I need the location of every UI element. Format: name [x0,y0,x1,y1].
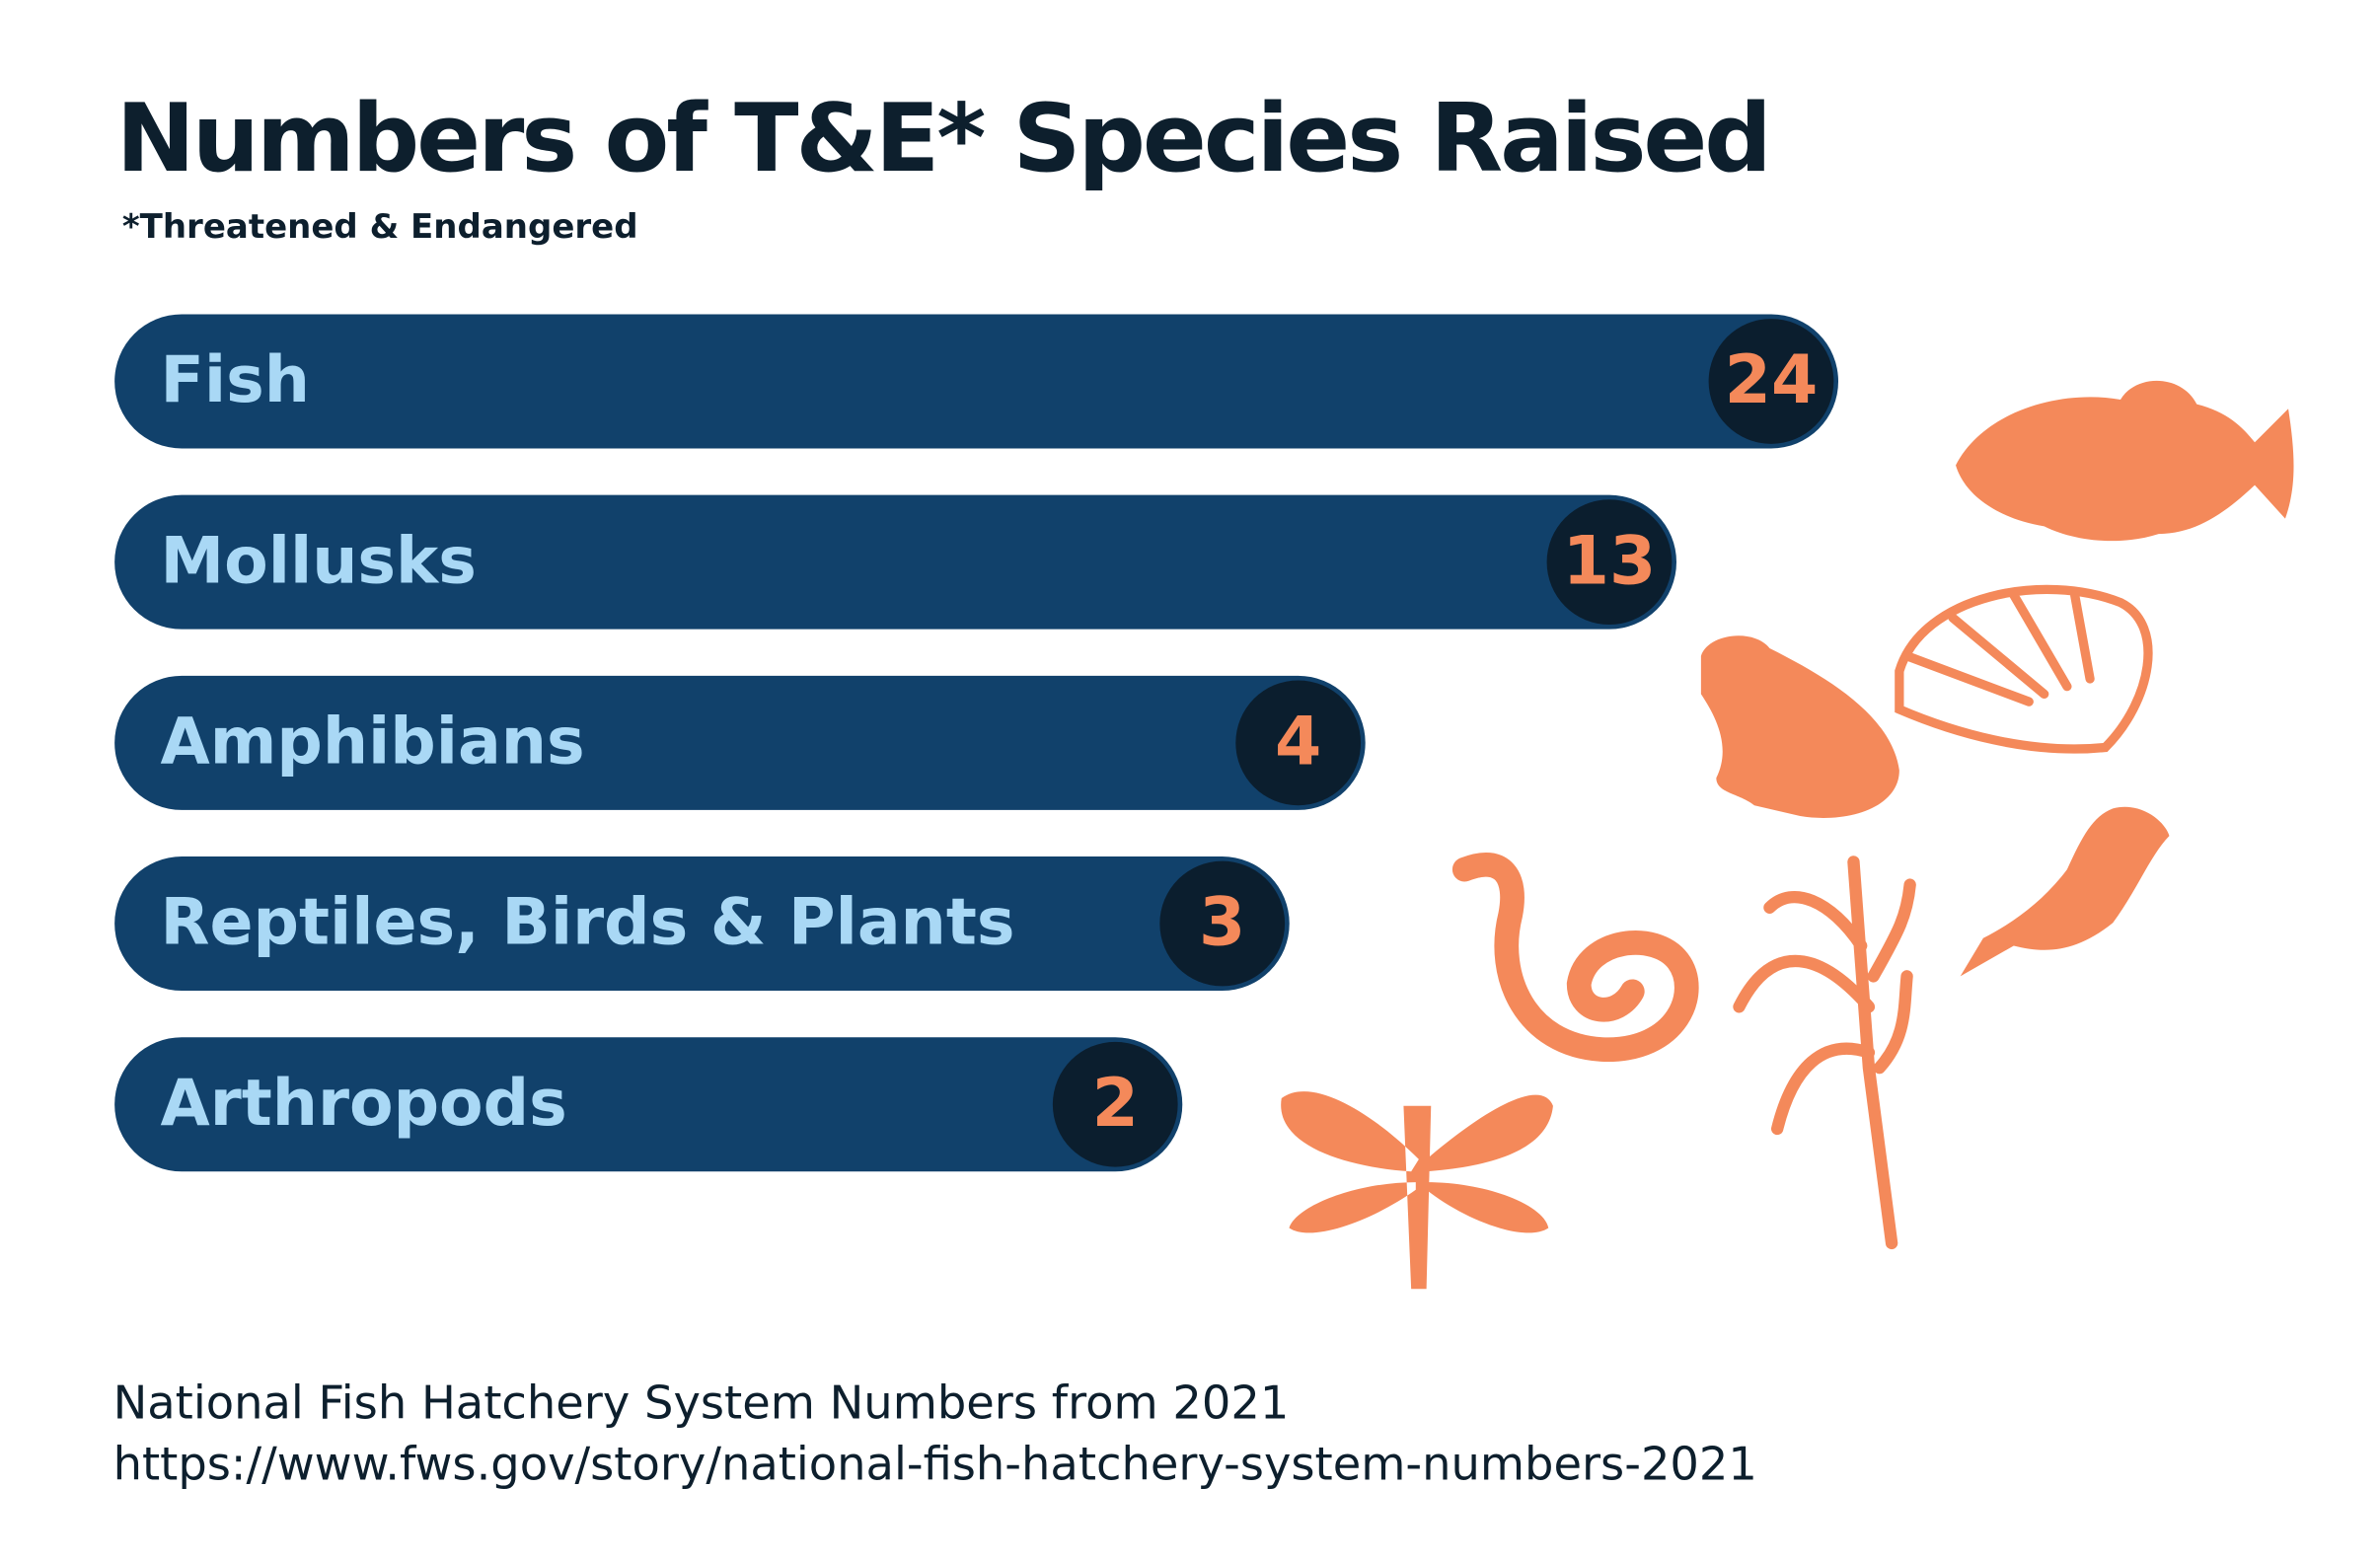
value-badge [1159,860,1286,987]
category-label: Mollusks [161,524,477,598]
frog-icon [1700,635,1899,818]
chart-subtitle: *Threatened & Endangered [122,207,638,247]
value-label: 4 [1275,703,1321,781]
value-badge [1708,319,1834,444]
decorations [1281,380,2294,1290]
value-badge [1546,499,1673,626]
bird-icon [1960,806,2170,977]
value-label: 13 [1563,522,1657,600]
snake-icon [1451,853,1699,1062]
fish-icon [1956,380,2294,542]
value-label: 2 [1092,1065,1139,1143]
category-label: Reptiles, Birds & Plants [161,886,1015,960]
value-badge [1235,680,1362,806]
source-url: https://www.fws.gov/story/national-fish-… [113,1438,1757,1491]
value-label: 3 [1199,884,1245,962]
dragonfly-icon [1281,1091,1553,1290]
plant-icon [1733,855,1916,1250]
bar [114,314,1839,449]
chart-title: Numbers of T&E* Species Raised [116,83,1769,193]
bar [114,675,1366,810]
bar [114,856,1290,992]
category-label: Fish [161,343,310,417]
source-text: National Fish Hatchery System Numbers fr… [113,1376,1290,1430]
bar [114,494,1676,630]
category-label: Amphibians [161,706,585,780]
shell-icon [1895,584,2153,754]
value-badge [1052,1041,1178,1167]
category-label: Arthropods [161,1067,567,1141]
value-label: 24 [1725,341,1819,419]
bar [114,1037,1183,1172]
